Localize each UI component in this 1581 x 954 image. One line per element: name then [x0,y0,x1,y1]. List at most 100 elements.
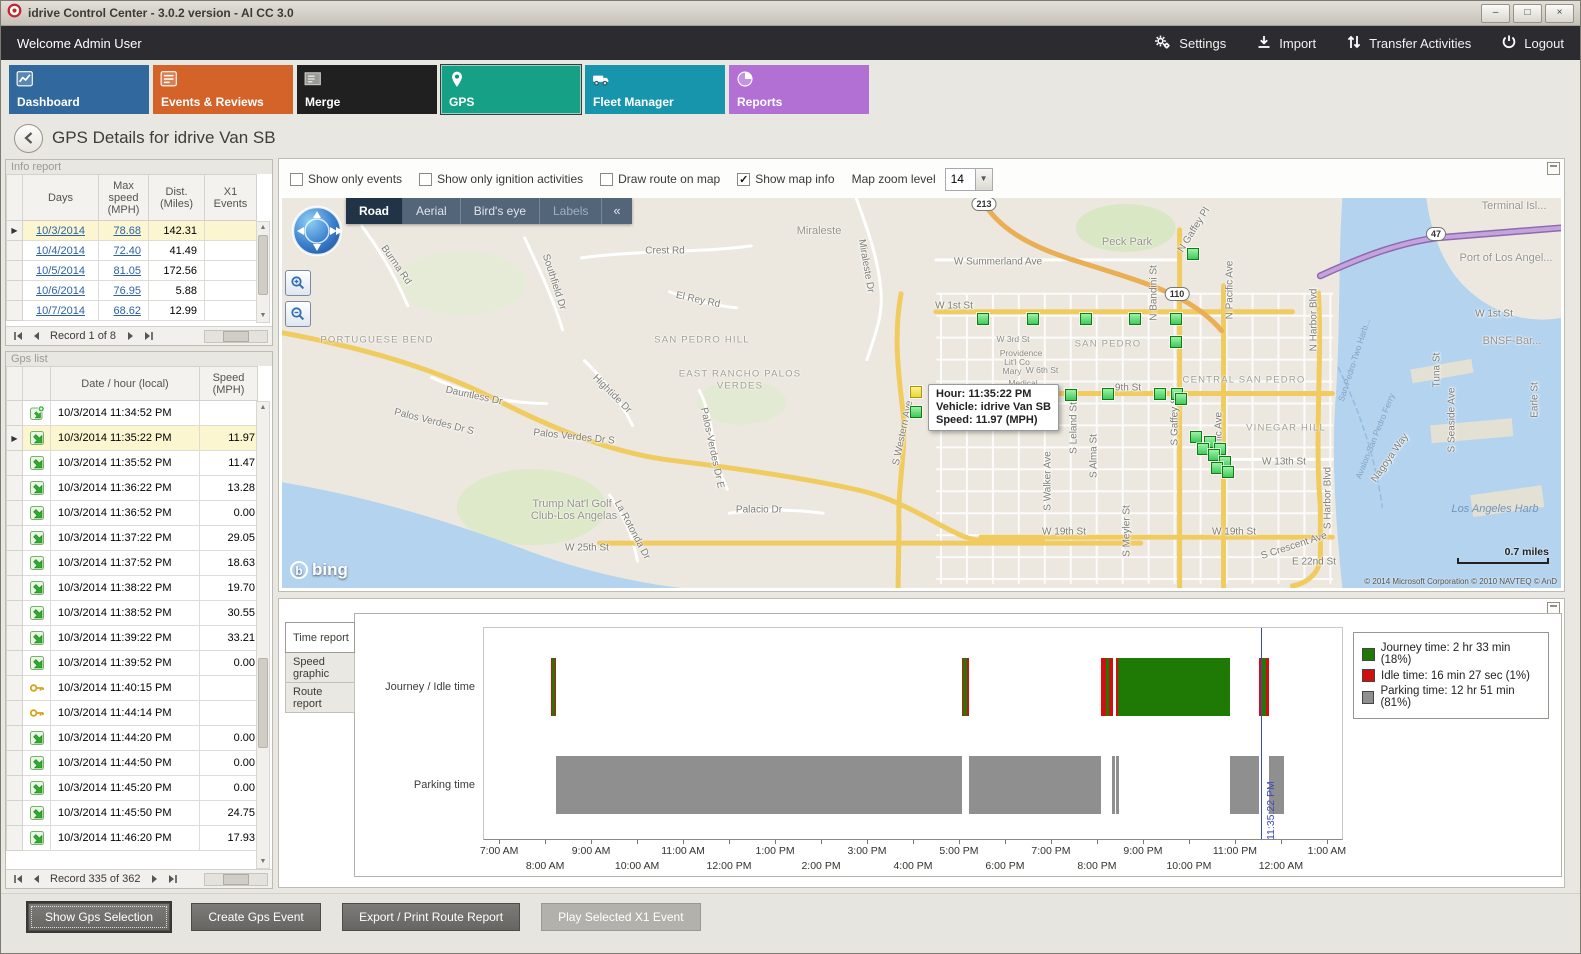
nav-tile-reports[interactable]: Reports [729,64,869,114]
gps-row[interactable]: 10/3/2014 11:35:52 PM 11.47 [6,450,258,476]
map-pan-control[interactable] [290,204,344,263]
column-header-max[interactable]: Max speed (MPH) [98,174,149,221]
create-gps-event-button[interactable]: Create Gps Event [191,903,322,931]
gps-marker[interactable] [1170,313,1182,325]
maximize-button[interactable]: □ [1513,3,1542,23]
gps-row[interactable]: 10/3/2014 11:46:20 PM 17.93 [6,825,258,851]
gps-marker[interactable] [977,313,989,325]
map-canvas[interactable]: Miraleste Peck Park W Summerland Ave Crest … [282,198,1561,588]
checkbox-show-map-info[interactable]: ✓ Show map info [737,172,835,186]
day-link[interactable]: 10/7/2014 [36,304,85,317]
column-header-speed[interactable]: Speed (MPH) [199,366,258,401]
gps-marker[interactable] [1102,388,1114,400]
tab-time-report[interactable]: Time report [285,622,355,653]
gps-row[interactable]: 10/3/2014 11:39:52 PM 0.00 [6,650,258,676]
max-speed-link[interactable]: 76.95 [113,284,141,297]
gps-row[interactable]: 10/3/2014 11:45:20 PM 0.00 [6,775,258,801]
close-button[interactable]: × [1545,3,1574,23]
selected-gps-marker-point[interactable] [910,406,922,418]
gps-row[interactable]: 10/3/2014 11:38:52 PM 30.55 [6,600,258,626]
map-style-aerial[interactable]: Aerial [403,198,461,224]
tab-speed-graphic[interactable]: Speed graphic [285,652,355,683]
pager-hscrollbar[interactable] [204,872,268,886]
scroll-thumb[interactable] [223,873,249,885]
gps-marker[interactable] [1170,336,1182,348]
gps-row[interactable]: 10/3/2014 11:44:14 PM [6,700,258,726]
gps-row[interactable]: 10/3/2014 11:39:22 PM 33.21 [6,625,258,651]
day-link[interactable]: 10/3/2014 [36,224,85,237]
gps-row[interactable]: ▶ 10/3/2014 11:35:22 PM 11.97 [6,425,258,451]
gps-marker[interactable] [1065,389,1077,401]
gps-row[interactable]: 10/3/2014 11:36:52 PM 0.00 [6,500,258,526]
checkbox-show-only-events[interactable]: Show only events [290,172,402,186]
column-header-days[interactable]: Days [22,174,99,221]
checkbox-show-only-ignition-activities[interactable]: Show only ignition activities [419,172,583,186]
gps-marker[interactable] [1027,313,1039,325]
info-report-row[interactable]: 10/5/2014 81.05 172.56 [6,260,257,281]
export-print-route-report-button[interactable]: Export / Print Route Report [342,903,521,931]
zoom-in-button[interactable] [285,270,311,296]
zoom-out-button[interactable] [285,301,311,327]
pager-last-button[interactable] [141,330,156,343]
back-button[interactable] [14,123,43,153]
max-speed-link[interactable]: 78.68 [113,224,141,237]
day-link[interactable]: 10/5/2014 [36,264,85,277]
gps-row[interactable]: 10/3/2014 11:45:50 PM 24.75 [6,800,258,826]
nav-tile-events-reviews[interactable]: Events & Reviews [153,64,293,114]
column-header-dist[interactable]: Dist. (Miles) [148,174,205,221]
pager-hscrollbar[interactable] [204,329,268,343]
map-style-bird-s-eye[interactable]: Bird's eye [461,198,540,224]
gps-marker[interactable] [1154,388,1166,400]
gps-row[interactable]: 10/3/2014 11:37:52 PM 18.63 [6,550,258,576]
map-style-labels[interactable]: Labels [540,198,603,224]
nav-tile-gps[interactable]: GPS [441,64,581,114]
pager-last-button[interactable] [166,873,181,886]
gps-marker[interactable] [1208,449,1220,461]
gps-row[interactable]: 10/3/2014 11:36:22 PM 13.28 [6,475,258,501]
action-logout[interactable]: Logout [1501,34,1564,53]
show-gps-selection-button[interactable]: Show Gps Selection [28,903,171,931]
gps-marker[interactable] [1129,313,1141,325]
scroll-down-icon[interactable]: ▼ [259,312,267,319]
action-settings[interactable]: Settings [1153,33,1226,54]
scroll-thumb[interactable] [223,330,249,342]
day-link[interactable]: 10/4/2014 [36,244,85,257]
action-import[interactable]: Import [1256,34,1316,53]
scroll-thumb[interactable] [258,235,268,295]
gps-marker[interactable] [1175,393,1187,405]
map-style-road[interactable]: Road [346,198,403,224]
selected-gps-marker[interactable] [910,386,922,398]
gps-row[interactable]: 10/3/2014 11:40:15 PM [6,675,258,701]
gps-row[interactable]: 10/3/2014 11:44:50 PM 0.00 [6,750,258,776]
nav-tile-merge[interactable]: Merge [297,64,437,114]
pager-first-button[interactable] [10,873,25,886]
gps-list-scrollbar[interactable]: ▲ ▼ [256,401,270,869]
pager-next-button[interactable] [148,873,163,886]
gps-row[interactable]: 10/3/2014 11:37:22 PM 29.05 [6,525,258,551]
action-transfer-activities[interactable]: Transfer Activities [1346,34,1471,53]
max-speed-link[interactable]: 72.40 [113,244,141,257]
info-report-row[interactable]: ▶ 10/3/2014 78.68 142.31 [6,220,257,241]
map-panel-maximize-button[interactable] [1547,162,1560,175]
gps-row[interactable]: 10/3/2014 11:38:22 PM 19.70 [6,575,258,601]
gps-marker[interactable] [1190,431,1202,443]
scroll-down-icon[interactable]: ▼ [259,858,267,865]
day-link[interactable]: 10/6/2014 [36,284,85,297]
nav-tile-dashboard[interactable]: Dashboard [9,64,149,114]
column-header-icon[interactable] [22,366,51,401]
scroll-up-icon[interactable]: ▲ [259,404,267,411]
checkbox-draw-route-on-map[interactable]: Draw route on map [600,172,720,186]
gps-row[interactable]: 10/3/2014 11:44:20 PM 0.00 [6,725,258,751]
column-header-date-hour[interactable]: Date / hour (local) [50,366,200,401]
nav-tile-fleet-manager[interactable]: Fleet Manager [585,64,725,114]
gps-marker[interactable] [1187,248,1199,260]
gps-marker[interactable] [1222,466,1234,478]
max-speed-link[interactable]: 68.62 [113,304,141,317]
chevron-down-icon[interactable]: ▼ [974,168,992,190]
scroll-thumb[interactable] [258,658,268,749]
info-report-row[interactable]: 10/4/2014 72.40 41.49 [6,240,257,261]
pager-next-button[interactable] [123,330,138,343]
minimize-button[interactable]: – [1481,3,1510,23]
scroll-up-icon[interactable]: ▲ [259,224,267,231]
gps-row[interactable]: 10/3/2014 11:34:52 PM [6,400,258,426]
